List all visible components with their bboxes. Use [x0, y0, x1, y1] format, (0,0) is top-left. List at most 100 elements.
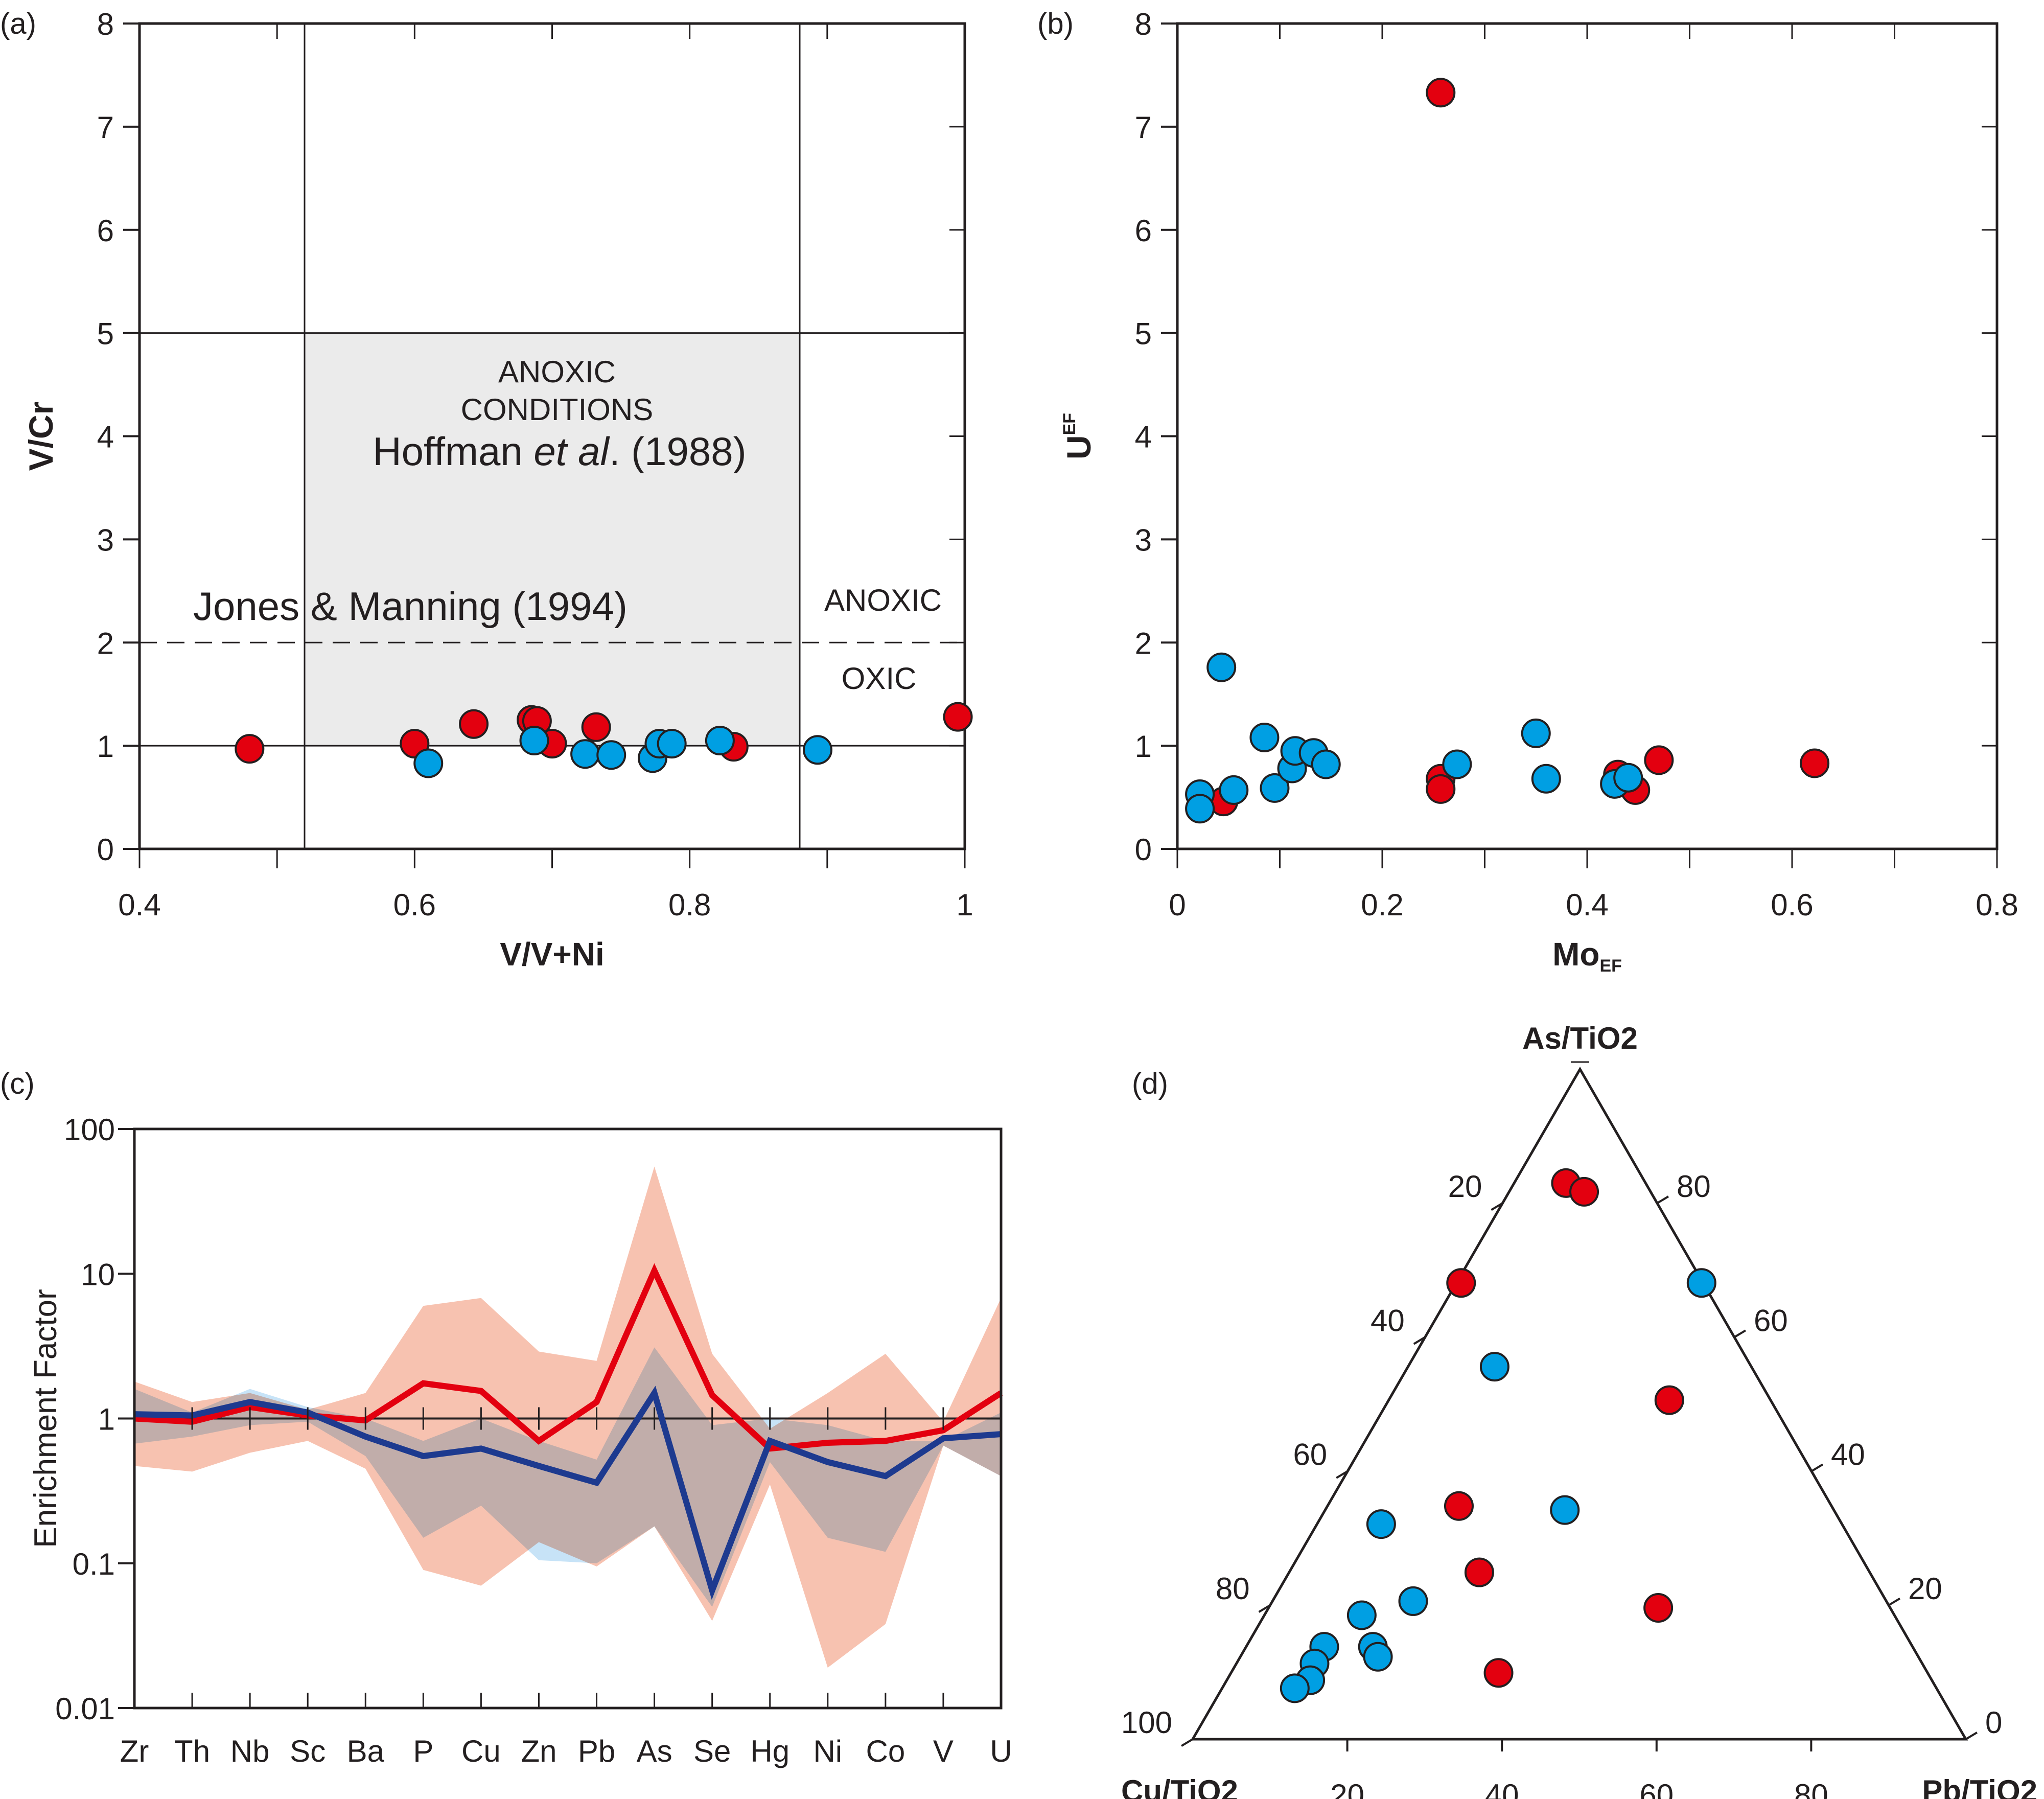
y-axis-label: UEF — [1060, 413, 1098, 459]
right-tick — [1810, 1463, 1824, 1472]
x-tick-label: 1 — [956, 888, 973, 922]
apex-label-left: Cu/TiO2 — [1121, 1774, 1238, 1799]
x-tick-label: 0.4 — [118, 888, 160, 922]
right-tick — [1965, 1732, 1978, 1740]
annotation-jones-manning: Jones & Manning (1994) — [193, 584, 628, 629]
x-tick-label: Pb — [578, 1734, 615, 1768]
data-point-blue — [1521, 718, 1551, 748]
y-tick-label: 7 — [97, 110, 114, 145]
y-tick-label: 2 — [1135, 626, 1152, 660]
x-tick-label: Zr — [120, 1734, 149, 1768]
bottom-tick-label: 20 — [1330, 1778, 1364, 1799]
line-red-median — [134, 1263, 1003, 1452]
x-tick-label: Hg — [750, 1734, 789, 1768]
data-point-red — [1654, 1385, 1684, 1415]
x-tick-label: Sc — [290, 1734, 326, 1768]
data-point-red — [235, 734, 265, 764]
bottom-tick-label: 80 — [1794, 1778, 1828, 1799]
band-red-range — [134, 1166, 1001, 1668]
y-tick-label: 3 — [1135, 523, 1152, 557]
left-tick-label: 80 — [1216, 1572, 1250, 1606]
x-axis-label-main: Mo — [1552, 936, 1599, 973]
y-tick-label: 0 — [97, 833, 114, 867]
right-tick-label: 20 — [1908, 1572, 1942, 1606]
y-tick-label: 7 — [1135, 110, 1152, 145]
y-tick-label: 6 — [97, 214, 114, 248]
x-tick-label: Cu — [461, 1734, 501, 1768]
data-point-blue — [413, 748, 444, 778]
data-point-blue — [657, 729, 687, 759]
data-point-blue — [1363, 1642, 1393, 1672]
x-tick-label: As — [637, 1734, 672, 1768]
x-tick-label: 0.8 — [668, 888, 711, 922]
line-blue-median — [134, 1386, 1002, 1600]
x-tick-label: 0 — [1169, 888, 1186, 922]
data-point-red — [1426, 78, 1456, 108]
y-tick-label: 4 — [97, 420, 114, 454]
y-tick-label: 6 — [1135, 214, 1152, 248]
right-tick-label: 80 — [1677, 1169, 1711, 1204]
y-tick-label: 8 — [1135, 7, 1152, 41]
right-tick-label: 60 — [1754, 1303, 1788, 1337]
annotation-oxic: OXIC — [842, 661, 917, 696]
y-tick-label: 2 — [97, 626, 114, 660]
annotation-anoxic-conditions-2: CONDITIONS — [461, 393, 654, 427]
data-point-blue — [1185, 794, 1215, 824]
right-tick — [1733, 1329, 1747, 1339]
y-tick-label: 10 — [81, 1257, 115, 1291]
data-point-blue — [1442, 749, 1472, 779]
x-axis-label-main: V/V+Ni — [500, 936, 605, 973]
right-tick-label: 0 — [1985, 1705, 2002, 1740]
x-tick-label: 0.8 — [1976, 888, 2018, 922]
annotation-hoffman: Hoffman et al. (1988) — [373, 429, 746, 474]
right-tick — [1888, 1597, 1901, 1606]
data-point-red — [1800, 748, 1830, 778]
data-point-blue — [1219, 775, 1249, 805]
panel-label-c: (c) — [0, 1067, 35, 1100]
panel-label-a: (a) — [0, 7, 36, 40]
left-tick-label: 40 — [1371, 1303, 1405, 1337]
x-tick-label: Se — [693, 1734, 731, 1768]
data-point-blue — [705, 726, 735, 756]
annotation-anoxic: ANOXIC — [824, 583, 942, 617]
data-point-blue — [1280, 1673, 1310, 1703]
panel-label-b: (b) — [1037, 7, 1074, 40]
data-point-red — [581, 712, 611, 742]
data-point-blue — [1686, 1268, 1716, 1298]
data-point-red — [1569, 1177, 1599, 1207]
data-point-blue — [1550, 1495, 1580, 1525]
data-point-red — [1643, 1593, 1674, 1623]
left-tick — [1258, 1604, 1271, 1613]
y-axis-label-main: U — [1060, 435, 1098, 459]
annotation-anoxic-conditions-1: ANOXIC — [498, 355, 616, 389]
apex-label-right: Pb/TiO2 — [1922, 1774, 2037, 1799]
data-point-blue — [1398, 1586, 1428, 1616]
y-tick-label: 4 — [1135, 420, 1152, 454]
left-tick — [1491, 1202, 1503, 1211]
data-point-red — [1644, 745, 1674, 775]
data-point-red — [1464, 1557, 1494, 1587]
data-point-blue — [1346, 1600, 1377, 1630]
data-point-blue — [1366, 1509, 1396, 1539]
x-axis-label: MoEF — [1552, 936, 1622, 976]
hoffman-post: . (1988) — [609, 429, 747, 474]
x-tick-label: Co — [866, 1734, 905, 1768]
data-point-blue — [1206, 652, 1237, 682]
left-tick-label: 100 — [1121, 1705, 1172, 1740]
y-tick-label: 5 — [97, 317, 114, 351]
panel-label-d: (d) — [1132, 1067, 1168, 1100]
panel-d-ternary: 20 40 60 80 100 80 60 40 20 0 20 40 60 80 As/TiO2 Cu/Ti… — [1121, 1021, 2037, 1799]
right-tick — [1656, 1195, 1669, 1204]
data-point-blue — [1260, 773, 1290, 803]
right-tick-label: 40 — [1831, 1438, 1865, 1472]
y-tick-label: 8 — [97, 7, 114, 41]
y-axis-label-sub: EF — [1060, 413, 1079, 435]
y-tick-label: 0.01 — [55, 1692, 115, 1726]
x-tick-label: Zn — [521, 1734, 556, 1768]
anoxic-region-shade — [305, 333, 800, 746]
data-point-blue — [570, 739, 600, 769]
panel-a-scatter: 0 1 2 3 4 5 6 7 8 0.4 0.6 0.8 1 V/V+Ni V/Cr — [22, 7, 973, 973]
data-point-red — [1483, 1658, 1514, 1688]
y-axis-label: Enrichment Factor — [28, 1289, 63, 1548]
left-tick — [1180, 1738, 1194, 1747]
